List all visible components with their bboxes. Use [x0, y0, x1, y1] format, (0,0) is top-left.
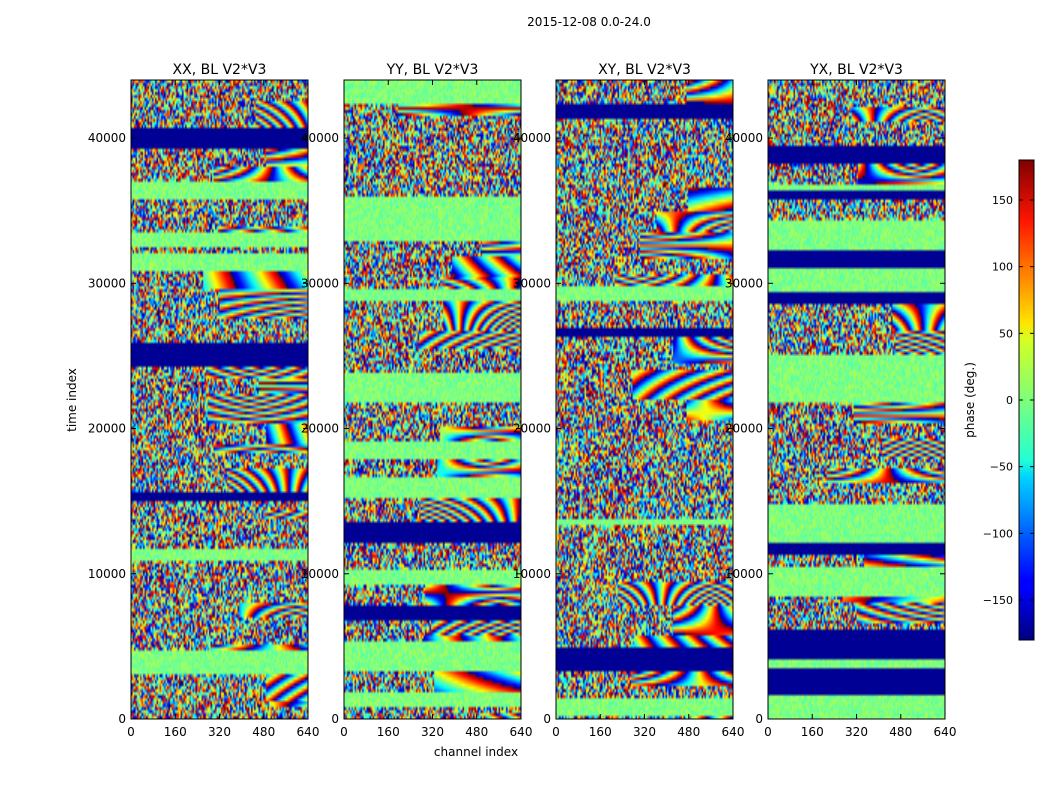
y-tick-label: 10000: [513, 567, 551, 581]
colorbar-tick-label: −100: [983, 527, 1013, 540]
y-tick-label: 40000: [88, 131, 126, 145]
colorbar-tick-label: 50: [999, 327, 1013, 340]
x-tick-label: 320: [633, 725, 656, 739]
x-tick-label: 160: [589, 725, 612, 739]
x-tick-label: 640: [934, 725, 957, 739]
colorbar-tick-label: −150: [983, 594, 1013, 607]
y-tick-label: 10000: [725, 567, 763, 581]
panel-2: YY, BL V2*V3 0 160 320 480 640 0 10000 20000 3000…: [301, 62, 533, 739]
panel-3: XY, BL V2*V3 0 160 320 480 640 0 10000 20000 3000…: [513, 62, 745, 739]
phase-image: [344, 80, 521, 719]
panel-title: XY, BL V2*V3: [598, 62, 691, 78]
colorbar-tick-label: 150: [992, 194, 1013, 207]
x-tick-label: 640: [297, 725, 320, 739]
x-tick-label: 640: [722, 725, 745, 739]
x-tick-label: 0: [127, 725, 135, 739]
x-tick-label: 0: [764, 725, 772, 739]
x-axis-label: channel index: [434, 745, 518, 759]
colorbar-tick-label: 0: [1006, 394, 1013, 407]
colorbar-tick-label: −50: [990, 461, 1013, 474]
x-tick-label: 640: [510, 725, 533, 739]
y-tick-label: 0: [543, 712, 551, 726]
panel-1: XX, BL V2*V3 0 160 320 480 640 0 10000 20000 3000…: [88, 62, 320, 739]
y-tick-label: 20000: [725, 422, 763, 436]
panel-4: YX, BL V2*V3 0 160 320 480 640 0 10000 20000 3000…: [725, 62, 957, 739]
y-tick-label: 10000: [301, 567, 339, 581]
x-tick-label: 0: [340, 725, 348, 739]
panels-group: XX, BL V2*V3 0 160 320 480 640 0 10000 20000 3000…: [88, 62, 957, 739]
colorbar-ticks: −150 −100 −50 0 50 100 150: [983, 194, 1034, 607]
panel-title: XX, BL V2*V3: [173, 62, 267, 78]
x-tick-label: 320: [421, 725, 444, 739]
figure-suptitle: 2015-12-08 0.0-24.0: [527, 15, 651, 29]
y-tick-label: 30000: [513, 276, 551, 290]
y-tick-label: 30000: [88, 276, 126, 290]
x-tick-label: 480: [465, 725, 488, 739]
y-tick-label: 0: [755, 712, 763, 726]
panel-title: YX, BL V2*V3: [809, 62, 903, 78]
x-tick-label: 160: [801, 725, 824, 739]
colorbar-tick-label: 100: [992, 261, 1013, 274]
y-tick-label: 0: [118, 712, 126, 726]
x-tick-label: 160: [164, 725, 187, 739]
x-tick-label: 160: [377, 725, 400, 739]
y-tick-label: 30000: [725, 276, 763, 290]
y-tick-label: 40000: [725, 131, 763, 145]
phase-image: [556, 80, 733, 719]
x-tick-label: 0: [552, 725, 560, 739]
y-tick-label: 20000: [513, 422, 551, 436]
x-tick-label: 480: [677, 725, 700, 739]
y-tick-label: 40000: [513, 131, 551, 145]
x-tick-label: 480: [889, 725, 912, 739]
colorbar-label: phase (deg.): [963, 362, 977, 438]
y-tick-label: 0: [331, 712, 339, 726]
x-tick-label: 480: [252, 725, 275, 739]
phase-image: [131, 80, 308, 719]
y-tick-label: 30000: [301, 276, 339, 290]
y-tick-label: 10000: [88, 567, 126, 581]
y-tick-label: 20000: [88, 422, 126, 436]
panel-title: YY, BL V2*V3: [386, 62, 479, 78]
colorbar: −150 −100 −50 0 50 100 150 phase (deg.): [963, 159, 1035, 641]
y-axis-label: time index: [65, 368, 79, 432]
x-tick-label: 320: [208, 725, 231, 739]
x-tick-label: 320: [845, 725, 868, 739]
y-tick-label: 40000: [301, 131, 339, 145]
phase-image: [768, 80, 945, 719]
y-tick-label: 20000: [301, 422, 339, 436]
